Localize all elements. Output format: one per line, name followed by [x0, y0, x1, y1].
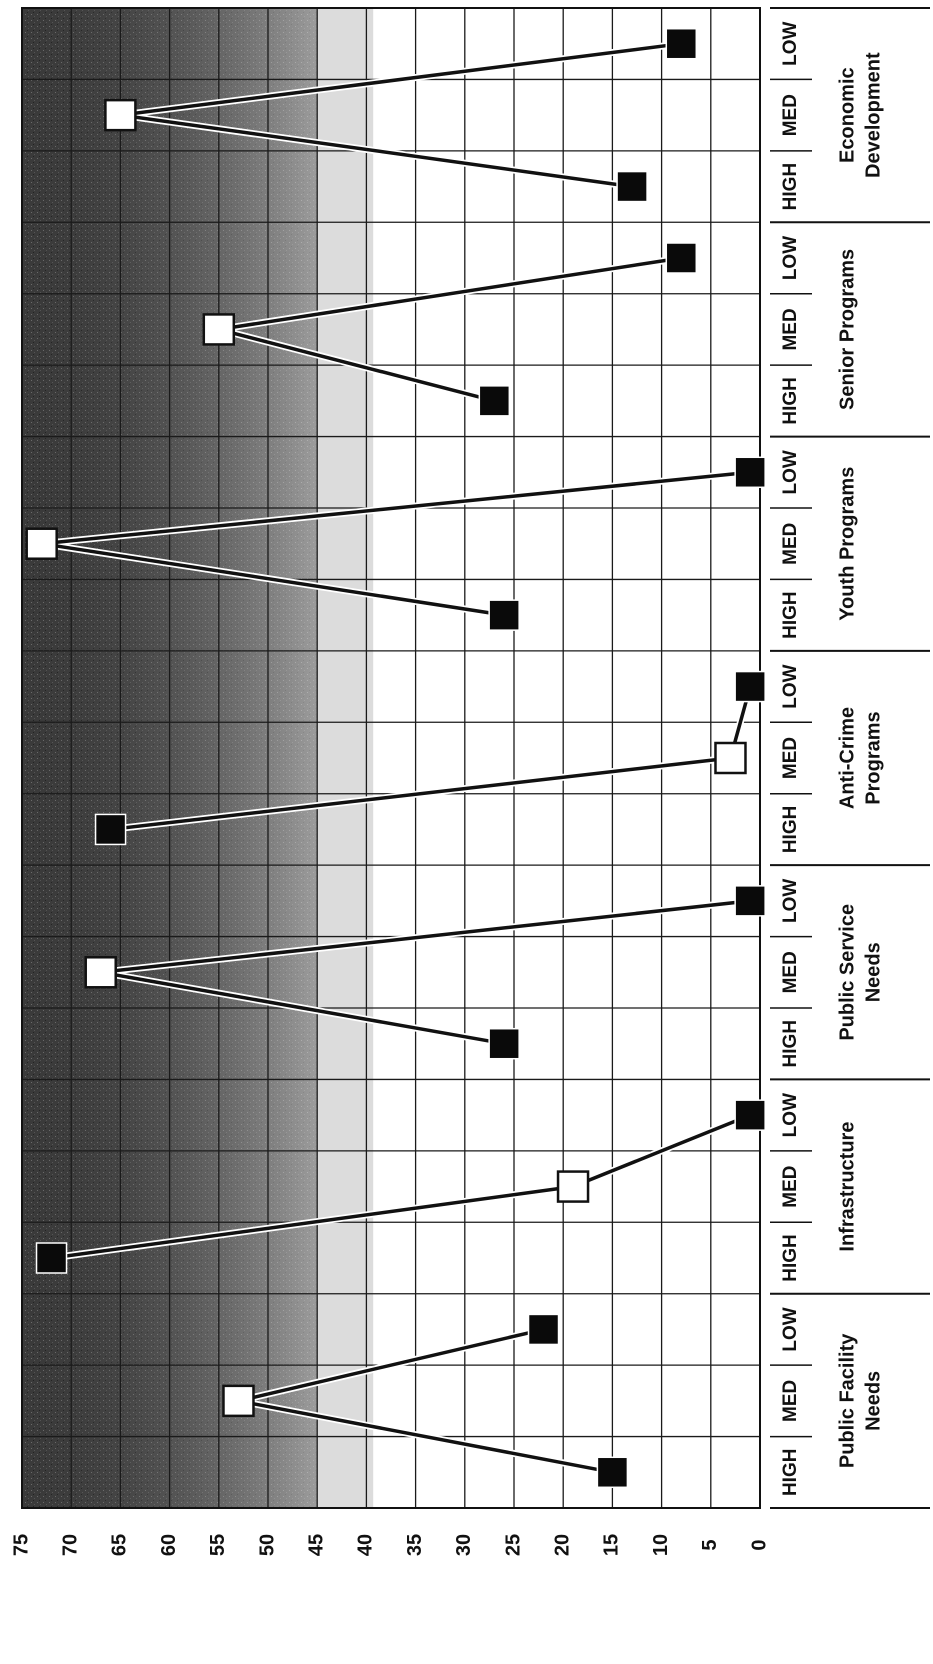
data-marker-med [25, 527, 58, 560]
data-marker-high [488, 599, 520, 631]
value-tick-label: 0 [748, 1539, 770, 1550]
data-marker-low [527, 1313, 560, 1346]
data-marker-high [616, 170, 648, 203]
value-tick-label: 35 [404, 1534, 426, 1556]
priority-label: HIGH [780, 1234, 801, 1282]
priority-label: MED [780, 951, 801, 993]
data-marker-low [734, 670, 766, 703]
value-tick-label: 40 [355, 1534, 377, 1556]
category-label: Public Facility [836, 1333, 858, 1468]
value-tick-label: 5 [699, 1539, 721, 1550]
priority-label: MED [780, 737, 801, 779]
plot-area [22, 8, 760, 1508]
priority-label: HIGH [780, 377, 801, 425]
value-tick-label: 20 [551, 1534, 573, 1556]
priority-label: LOW [780, 450, 801, 494]
data-markers [25, 27, 766, 1489]
priority-label: MED [780, 308, 801, 350]
shaded-region-edge [313, 8, 374, 1508]
data-marker-high [596, 1456, 629, 1489]
plot-frame [21, 7, 761, 1509]
value-tick-label: 70 [59, 1534, 81, 1556]
data-marker-high [94, 813, 127, 846]
data-marker-low [665, 27, 698, 60]
category-label: Development [862, 52, 884, 178]
priority-label: LOW [780, 664, 801, 708]
data-marker-med [104, 98, 137, 132]
priority-label: HIGH [780, 1449, 801, 1497]
value-tick-label: 75 [10, 1534, 32, 1556]
priority-label: MED [780, 94, 801, 136]
value-tick-label: 55 [207, 1534, 229, 1556]
priority-label: HIGH [780, 1020, 801, 1068]
value-tick-label: 60 [158, 1534, 180, 1556]
category-label: Economic [836, 67, 858, 163]
data-marker-med [222, 1384, 255, 1418]
axis-labels: 75 70 65 60 55 50 45 40 35 30 25 20 15 10 5 0HIGHMEDLOW… [10, 21, 884, 1556]
priority-label: LOW [780, 21, 801, 65]
data-marker-med [714, 741, 747, 775]
data-marker-low [665, 242, 698, 274]
data-marker-med [556, 1170, 590, 1203]
priority-label: HIGH [780, 806, 801, 854]
priority-label: MED [780, 1165, 801, 1207]
category-label: Infrastructure [836, 1122, 858, 1252]
category-label: Public Service [836, 904, 858, 1041]
value-tick-label: 25 [502, 1534, 524, 1556]
category-label: Programs [862, 711, 884, 804]
priority-label: HIGH [780, 591, 801, 639]
value-tick-label: 30 [453, 1534, 475, 1556]
data-marker-high [35, 1242, 68, 1274]
category-label: Anti-Crime [836, 707, 858, 809]
category-label: Youth Programs [836, 467, 858, 621]
value-tick-label: 50 [256, 1534, 278, 1556]
category-label: Senior Programs [836, 249, 858, 410]
data-marker-med [202, 313, 236, 346]
data-marker-high [488, 1027, 520, 1060]
data-marker-high [478, 385, 511, 417]
priority-label: MED [780, 523, 801, 565]
value-tick-label: 65 [109, 1534, 131, 1556]
data-marker-med [84, 956, 117, 989]
priority-label: LOW [780, 236, 801, 280]
data-marker-low [734, 885, 766, 917]
priority-label: HIGH [780, 163, 801, 211]
category-label: Needs [862, 1371, 884, 1431]
priority-label: LOW [780, 879, 801, 923]
category-label: Needs [862, 942, 884, 1002]
priority-label: LOW [780, 1093, 801, 1137]
data-marker-low [734, 1099, 766, 1131]
value-tick-label: 10 [650, 1534, 672, 1556]
value-tick-label: 15 [601, 1534, 623, 1556]
data-marker-low [734, 456, 766, 489]
grid [21, 7, 930, 1509]
priority-label: MED [780, 1380, 801, 1422]
priority-label: LOW [780, 1307, 801, 1351]
value-tick-label: 45 [305, 1534, 327, 1556]
